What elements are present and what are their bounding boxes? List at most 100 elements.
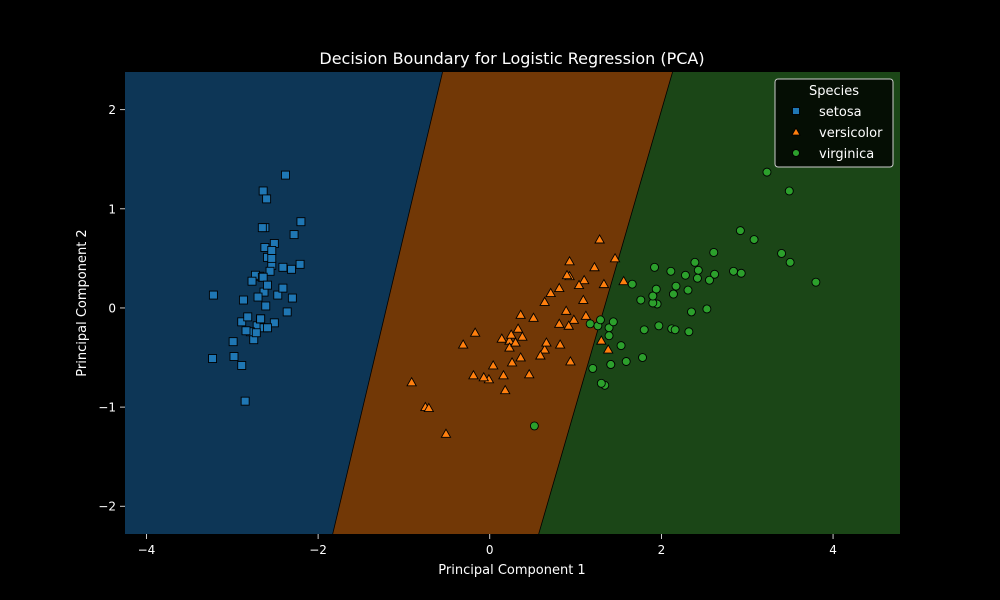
point-versicolor: [602, 344, 614, 354]
point-virginica: [684, 327, 694, 337]
point-versicolor: [563, 320, 575, 330]
point-virginica: [651, 284, 661, 294]
point-versicolor: [609, 252, 621, 263]
point-versicolor: [539, 344, 551, 354]
point-virginica: [762, 167, 772, 177]
legend-label-virginica: virginica: [819, 147, 874, 162]
point-setosa: [241, 326, 251, 336]
point-versicolor: [487, 359, 499, 370]
point-versicolor: [498, 369, 509, 380]
point-setosa: [256, 314, 266, 324]
point-setosa: [287, 293, 297, 303]
point-setosa: [267, 246, 277, 255]
point-versicolor: [515, 309, 527, 319]
point-setosa: [228, 337, 238, 347]
point-virginica: [671, 281, 681, 291]
point-virginica: [735, 226, 745, 236]
point-versicolor: [553, 282, 565, 293]
point-versicolor: [440, 428, 452, 438]
point-versicolor: [589, 261, 600, 272]
legend-title: Species: [809, 84, 859, 99]
point-versicolor: [523, 368, 535, 379]
point-setosa: [269, 318, 279, 328]
point-versicolor: [516, 331, 528, 341]
y-tick-label: −2: [98, 500, 116, 514]
boundary-line: [332, 72, 443, 534]
region-virginica: [538, 72, 900, 534]
point-setosa: [208, 354, 217, 363]
point-versicolor: [595, 335, 607, 345]
y-tick-label: −1: [98, 401, 116, 415]
point-virginica: [650, 262, 659, 272]
point-setosa: [296, 217, 306, 227]
point-versicolor: [580, 310, 592, 320]
point-setosa: [278, 283, 288, 293]
point-versicolor: [577, 294, 589, 304]
point-setosa: [267, 253, 277, 263]
point-virginica: [710, 269, 720, 279]
point-versicolor: [478, 371, 490, 382]
legend-marker-versicolor: [791, 127, 801, 136]
point-versicolor: [560, 305, 572, 315]
point-setosa: [229, 352, 239, 361]
point-virginica: [627, 279, 637, 289]
region-setosa: [125, 72, 443, 534]
boundary-line: [538, 72, 673, 534]
point-versicolor: [504, 342, 515, 352]
point-virginica: [693, 273, 702, 283]
y-axis-label: Principal Component 2: [75, 229, 90, 376]
point-versicolor: [561, 269, 573, 280]
point-versicolor: [499, 384, 511, 395]
decision-regions: [125, 72, 900, 534]
point-versicolor: [423, 402, 435, 412]
x-tick-label: 0: [486, 543, 494, 557]
point-virginica: [638, 353, 647, 362]
point-virginica: [749, 235, 759, 244]
x-tick-label: 4: [829, 543, 837, 557]
point-setosa: [262, 194, 272, 204]
point-virginica: [596, 378, 606, 388]
point-virginica: [621, 357, 631, 366]
point-versicolor: [564, 255, 575, 266]
x-tick-label: −2: [309, 543, 327, 557]
point-setosa: [263, 323, 272, 333]
point-setosa: [258, 186, 268, 196]
point-setosa: [263, 280, 272, 290]
x-axis: −4 −2 0 2 4: [138, 534, 837, 557]
point-virginica: [636, 295, 646, 305]
point-versicolor: [545, 287, 557, 297]
point-virginica: [680, 270, 690, 280]
point-virginica: [702, 304, 712, 314]
point-setosa: [253, 292, 263, 302]
point-virginica: [616, 341, 626, 351]
scatter-points: [208, 167, 821, 438]
point-setosa: [265, 266, 275, 276]
legend-label-setosa: setosa: [819, 105, 862, 120]
point-versicolor: [406, 376, 418, 387]
point-versicolor: [554, 339, 566, 349]
point-setosa: [258, 272, 268, 282]
point-setosa: [247, 276, 257, 286]
y-tick-label: 1: [108, 202, 116, 216]
point-virginica: [693, 265, 703, 275]
point-setosa: [251, 328, 261, 338]
legend-box: [774, 78, 894, 168]
point-setosa: [273, 290, 283, 300]
point-setosa: [257, 223, 267, 233]
point-versicolor: [618, 275, 630, 286]
point-virginica: [709, 247, 719, 257]
point-setosa: [237, 361, 247, 370]
point-versicolor: [594, 234, 605, 244]
y-tick-label: 0: [108, 301, 116, 315]
point-virginica: [670, 325, 680, 335]
point-virginica: [690, 257, 700, 267]
point-setosa: [281, 170, 290, 180]
point-virginica: [729, 266, 738, 276]
point-virginica: [648, 291, 658, 301]
legend-marker-virginica: [792, 149, 800, 157]
point-versicolor: [573, 279, 585, 290]
point-versicolor: [541, 337, 552, 347]
point-setosa: [287, 264, 296, 274]
point-versicolor: [598, 278, 610, 289]
point-virginica: [785, 257, 795, 267]
